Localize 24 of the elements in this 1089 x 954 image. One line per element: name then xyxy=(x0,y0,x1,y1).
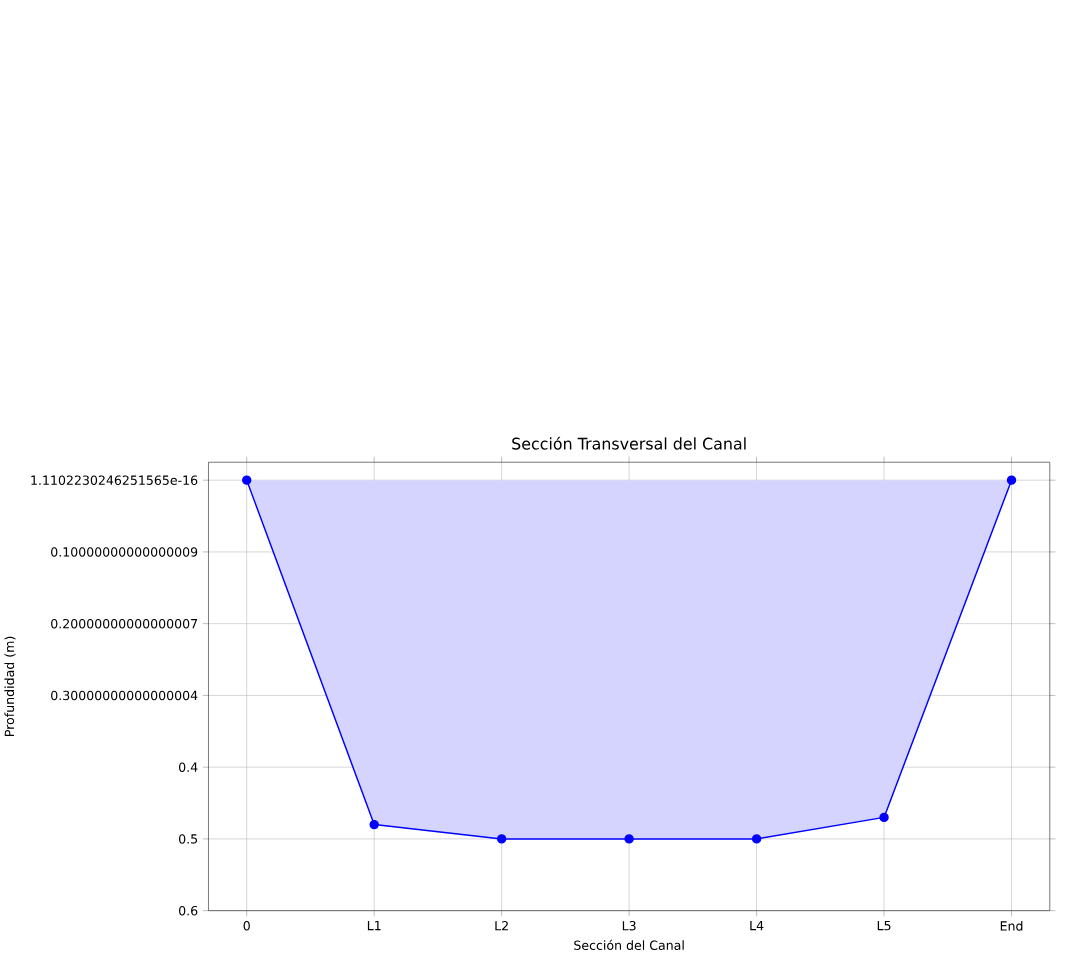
x-tick-label: L2 xyxy=(495,920,508,931)
y-tick-label: 0.4 xyxy=(179,762,198,772)
y-axis-title: Profundidad (m) xyxy=(4,636,16,736)
x-axis-title: Sección del Canal xyxy=(574,939,684,950)
x-tick-label: L3 xyxy=(622,920,636,931)
y-tick-label: 0.10000000000000009 xyxy=(51,546,198,557)
y-tick-label: 0.30000000000000004 xyxy=(51,690,198,700)
x-tick-label: End xyxy=(1000,920,1023,931)
y-tick-label: 0.5 xyxy=(179,833,198,844)
x-tick-label: L4 xyxy=(750,920,764,930)
y-tick-label: 1.1102230246251565e-16 xyxy=(31,475,198,485)
x-tick-label: 0 xyxy=(243,920,250,931)
point xyxy=(751,834,762,844)
chart-title: Sección Transversal del Canal xyxy=(512,436,746,450)
y-tick-label: 0.20000000000000007 xyxy=(51,618,198,629)
point xyxy=(496,834,507,844)
point xyxy=(879,812,889,822)
point xyxy=(1006,475,1017,485)
y-tick-label: 0.6 xyxy=(179,905,198,916)
point xyxy=(369,819,379,830)
x-tick-label: L5 xyxy=(877,920,891,931)
point xyxy=(242,475,252,485)
point xyxy=(624,834,634,844)
x-tick-label: L1 xyxy=(367,920,381,930)
